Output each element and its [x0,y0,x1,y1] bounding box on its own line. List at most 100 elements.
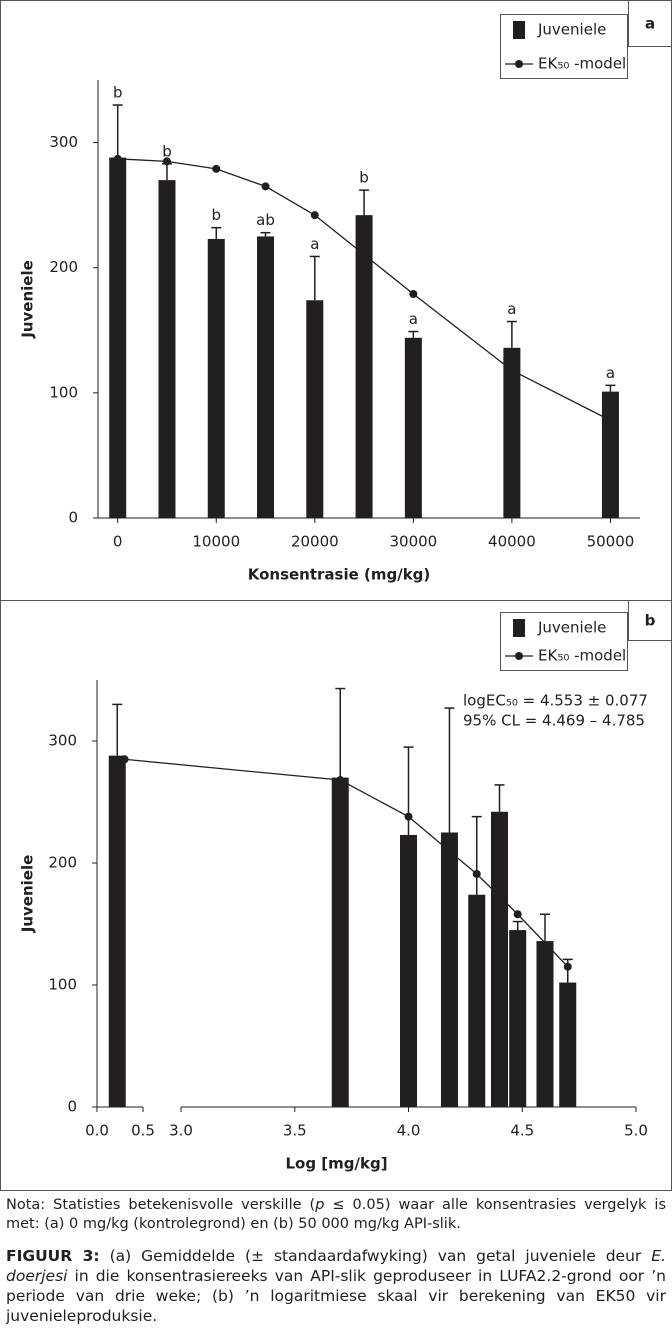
caption-label: FIGUUR 3: [6,1247,100,1265]
bar [400,834,417,1107]
note: Nota: Statisties betekenisvolle verskill… [6,1196,666,1234]
y-tick-label: 0 [68,509,78,527]
model-point [120,755,129,764]
bar [559,982,577,1107]
error-bar [403,746,414,835]
y-axis-label: Juveniele [19,260,37,339]
x-tick-label: 4.5 [510,1122,534,1140]
y-tick-label: 0 [67,1098,77,1116]
legend-label: EK₅₀ -model [538,647,626,665]
bar [536,941,554,1107]
group-label: b [162,142,172,160]
bar [207,238,225,518]
group-label: a [507,300,516,318]
bar [257,236,275,518]
error-bar [335,687,346,778]
caption-text: (a) Gemiddelde (± standaardafwyking) van… [99,1247,652,1265]
model-point [404,812,413,821]
x-tick-label: 0.0 [85,1122,109,1140]
model-point [261,182,270,191]
bar [509,930,527,1107]
error-bar [309,255,320,301]
note-text: Nota: Statisties betekenisvolle verskill… [6,1197,316,1213]
group-label: b [211,206,221,224]
x-tick-label: 0 [113,533,123,551]
bar [108,755,126,1107]
x-tick-label: 10000 [192,533,240,551]
group-label: a [409,310,418,328]
legend-dot [515,652,523,660]
x-axis-label: Konsentrasie (mg/kg) [248,566,431,584]
legend-swatch [513,619,525,637]
y-tick-label: 300 [49,133,78,151]
error-bar [161,163,172,181]
bar [404,337,422,518]
legend-dot [515,60,523,68]
y-axis-label: Juveniele [19,855,37,934]
note-italic: p [315,1197,325,1213]
x-tick-label: 0.5 [131,1122,155,1140]
group-label: a [310,235,319,253]
model-point [606,416,615,425]
legend-label: Juveniele [537,21,606,39]
bar [306,300,324,518]
figure: 0 100 200 300 0 10000 20000 30000 40000 50000 Juve… [0,0,672,1191]
error-bar [112,703,123,756]
group-label: a [606,364,615,382]
error-bar [494,784,505,812]
x-tick-label: 3.5 [283,1122,307,1140]
x-tick-label: 30000 [389,533,437,551]
error-bar [605,384,616,392]
x-tick-label: 40000 [488,533,536,551]
bar [491,811,508,1107]
panel-label-box [628,600,672,641]
legend-swatch [513,21,525,39]
legend-label: Juveniele [537,619,606,637]
x-axis-label: Log [mg/kg] [285,1155,387,1173]
model-point [507,366,516,375]
y-tick-label: 200 [49,258,78,276]
annotation: logEC₅₀ = 4.553 ± 0.077 [463,692,648,710]
caption-text: in die konsentrasiereeks van API-slik ge… [6,1267,666,1325]
model-point [162,157,171,166]
x-tick-label: 20000 [291,533,339,551]
group-label: b [113,84,123,102]
panel-label-box [628,0,672,47]
model-point [563,962,572,971]
caption-italic: E. doerjesi [6,1247,666,1285]
bar [331,777,349,1107]
error-bar [408,330,419,338]
y-tick-label: 100 [49,383,78,401]
y-tick-label: 200 [48,854,77,872]
model-point [513,910,522,919]
model-point [409,289,418,298]
panel-label: a [645,15,655,33]
panel-label: b [645,612,656,630]
error-bar [506,320,517,348]
note-text: ≤ 0.05) waar alle konsentrasies vergelyk… [6,1197,666,1232]
y-tick-label: 100 [48,976,77,994]
model-point [310,211,319,220]
error-bar [211,226,222,239]
bar [503,347,521,518]
group-label: b [359,169,369,187]
model-point [212,164,221,173]
bar [468,894,486,1107]
bar [158,180,176,518]
y-tick-label: 300 [48,732,77,750]
error-bar [359,189,370,216]
x-tick-label: 3.0 [169,1122,193,1140]
legend-label: EK₅₀ -model [538,55,626,73]
bar [440,832,458,1107]
bar [355,215,373,518]
bar [109,157,127,519]
x-tick-label: 5.0 [624,1122,648,1140]
x-tick-label: 4.0 [397,1122,421,1140]
model-line [124,758,569,968]
model-point [336,776,345,785]
error-bar [444,707,455,833]
caption: FIGUUR 3: (a) Gemiddelde (± standaardafw… [6,1246,666,1326]
x-tick-label: 50000 [587,533,635,551]
error-bar [512,920,523,931]
